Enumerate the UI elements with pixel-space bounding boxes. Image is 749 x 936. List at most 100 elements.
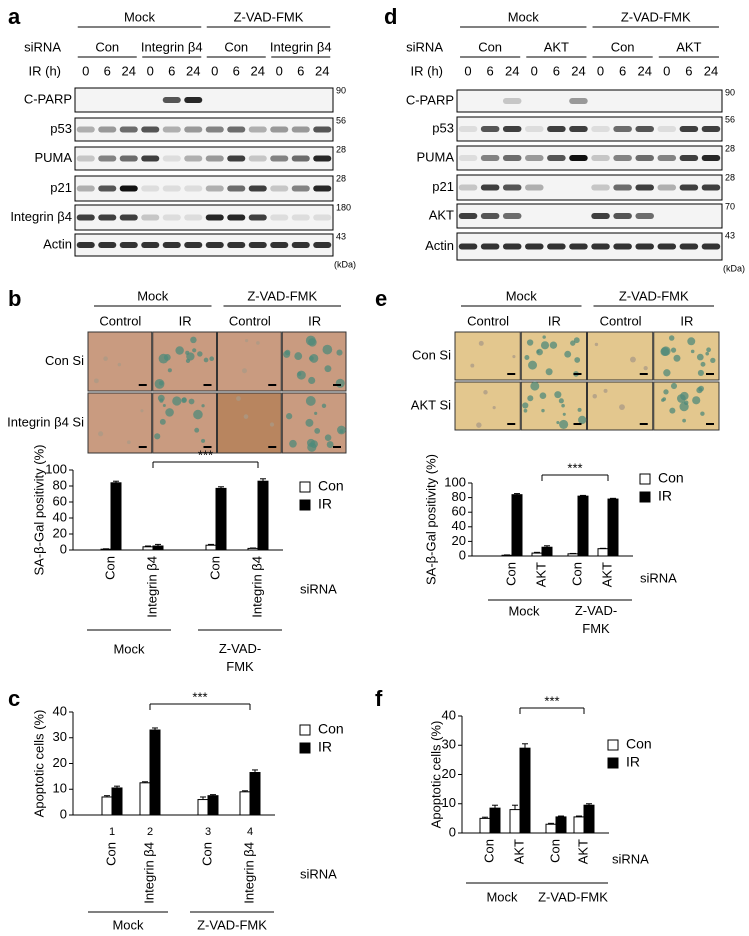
kda-label: (kDa) [334, 259, 356, 269]
y-tick-label: 100 [444, 474, 466, 489]
cell [536, 349, 540, 354]
bar [577, 495, 589, 557]
cell [549, 341, 558, 349]
x-tick-label: AKT [511, 839, 526, 864]
band [270, 126, 289, 133]
x-tick-label: Con [503, 562, 518, 586]
mw-marker: 56 [336, 115, 346, 125]
band [248, 242, 267, 248]
cell [528, 360, 538, 370]
index-label: 1 [109, 826, 115, 838]
band [162, 214, 181, 221]
sirna-header: Integrin β4 [270, 39, 332, 54]
cell [545, 368, 553, 376]
cell [523, 408, 528, 413]
band [635, 213, 654, 219]
band [227, 185, 246, 192]
bar [511, 494, 523, 557]
y-axis-label: SA-β-Gal positivity (%) [423, 454, 438, 585]
x-tick-label: Integrin β4 [241, 842, 256, 904]
cell [512, 355, 516, 359]
legend-label: IR [318, 739, 332, 755]
band [480, 243, 500, 250]
blot-row-label: Actin [425, 238, 454, 253]
y-tick-label: 20 [442, 766, 456, 781]
y-tick-label: 80 [53, 477, 67, 492]
band [98, 242, 117, 248]
bar [207, 795, 219, 816]
cell [186, 352, 195, 361]
blot-strip [456, 89, 723, 113]
band [76, 155, 95, 162]
band [502, 155, 522, 161]
band [613, 155, 632, 161]
panel-label: b [8, 286, 21, 311]
condition-header: Control [99, 313, 141, 328]
bar [215, 487, 227, 551]
band [502, 184, 522, 191]
cell [336, 349, 343, 356]
group-label: Z-VAD-FMK [219, 641, 261, 674]
x-tick-label: Con [481, 839, 496, 863]
timepoint: 0 [597, 63, 604, 78]
panel-label: d [384, 4, 397, 29]
band [525, 243, 544, 250]
band [701, 243, 721, 250]
cell [324, 365, 332, 373]
bar [100, 548, 112, 551]
band [502, 98, 522, 104]
x-tick-label: Integrin β4 [249, 556, 264, 618]
cell [154, 433, 161, 440]
legend-swatch [639, 491, 651, 503]
group-header: Mock [137, 288, 169, 303]
band [547, 155, 566, 161]
legend-swatch [607, 757, 619, 769]
cell [570, 340, 576, 346]
y-axis-label: Apoptotic cells (%) [31, 710, 46, 818]
cell [668, 335, 675, 341]
band [613, 243, 632, 250]
band [270, 242, 289, 248]
y-tick-label: 60 [452, 504, 466, 519]
cell [526, 339, 534, 346]
timepoint: 6 [104, 63, 111, 78]
band [162, 97, 181, 103]
timepoint: 24 [637, 63, 651, 78]
bar [555, 816, 567, 834]
index-label: 2 [147, 826, 153, 838]
cell [117, 362, 122, 367]
band [613, 126, 632, 132]
band [679, 126, 699, 132]
cell [159, 418, 166, 425]
band [480, 213, 500, 219]
band [291, 126, 310, 133]
cell [594, 342, 599, 347]
bar [110, 482, 122, 551]
cell [470, 363, 475, 368]
blot-strip [456, 174, 723, 201]
blot-strip [74, 233, 334, 257]
y-tick-label: 20 [452, 533, 466, 548]
band [591, 155, 610, 161]
cell [283, 350, 291, 358]
band [480, 155, 500, 161]
y-tick-label: 10 [53, 781, 67, 796]
siRNA-label: siRNA [640, 570, 677, 585]
x-tick-label: AKT [533, 562, 548, 587]
band [291, 214, 310, 221]
cell [324, 434, 332, 441]
cell [682, 418, 686, 423]
sirna-header: Con [224, 39, 248, 54]
band [184, 185, 203, 192]
band [458, 155, 478, 161]
group-label: Mock [113, 641, 145, 656]
band [119, 242, 138, 248]
cell [167, 368, 172, 373]
cell [705, 351, 710, 356]
band [205, 185, 224, 192]
sirna-header: Con [611, 39, 635, 54]
blot-row-label: PUMA [34, 150, 72, 165]
band [635, 184, 654, 191]
cell [98, 431, 104, 437]
sirna-header: Con [95, 39, 119, 54]
